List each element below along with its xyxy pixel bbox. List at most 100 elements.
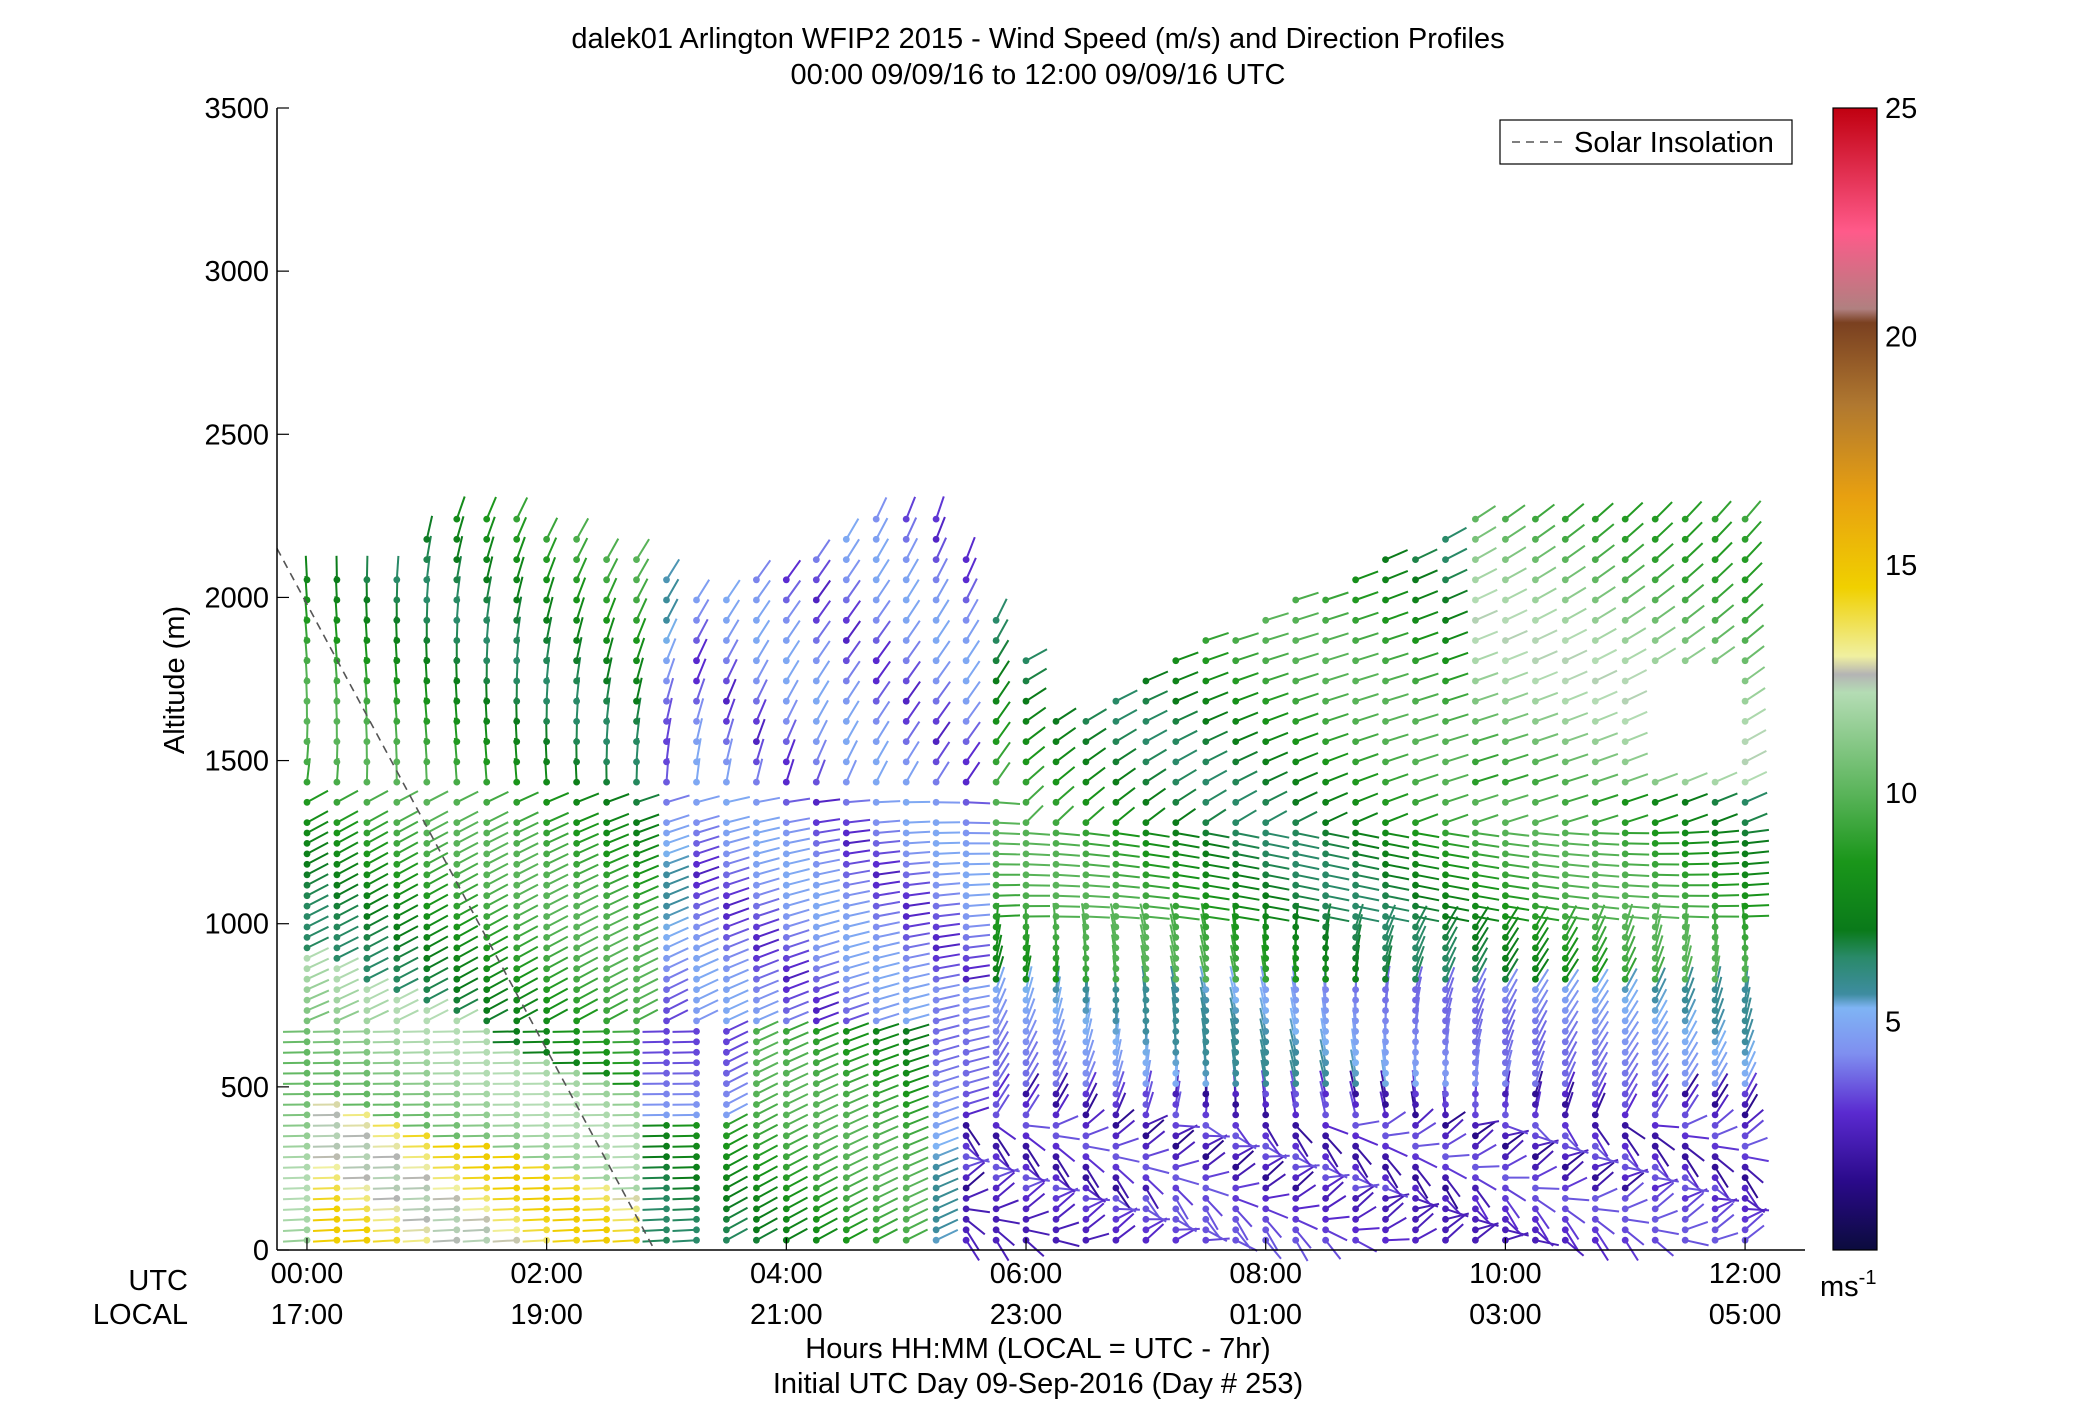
wind-barb <box>636 957 659 970</box>
wind-barb-point <box>753 913 760 920</box>
wind-barb <box>486 862 509 876</box>
wind-barb <box>1475 1218 1499 1227</box>
wind-barb-point <box>902 923 910 931</box>
wind-barb-point <box>1172 913 1180 920</box>
wind-barb <box>785 1021 809 1033</box>
wind-barb-point <box>393 829 401 837</box>
wind-barb-point <box>1532 986 1539 993</box>
wind-barb-point <box>1502 1184 1509 1192</box>
wind-barb <box>1505 733 1529 743</box>
wind-barb-point <box>393 913 401 920</box>
wind-barb-point <box>1202 1215 1210 1223</box>
wind-barb <box>1234 1218 1249 1241</box>
wind-barb <box>935 761 950 783</box>
wind-barb <box>1594 732 1619 743</box>
wind-barb <box>875 700 891 722</box>
wind-barb-point <box>1352 1038 1359 1046</box>
wind-barb <box>1654 1239 1675 1257</box>
wind-barb-point <box>1022 892 1030 900</box>
wind-barb <box>1504 1009 1517 1032</box>
wind-barb <box>402 1176 427 1180</box>
wind-barb-point <box>992 1111 1000 1119</box>
wind-barb <box>1475 609 1498 622</box>
wind-barb <box>1564 523 1586 541</box>
wind-barb <box>516 894 539 907</box>
wind-barb-point <box>1022 778 1030 786</box>
wind-barb-point <box>1172 1163 1180 1171</box>
wind-barb <box>1594 1229 1610 1251</box>
wind-barb-point <box>962 576 970 584</box>
wind-barb <box>1504 567 1527 581</box>
wind-barb-point <box>663 1069 670 1077</box>
wind-barb-point <box>603 902 610 910</box>
wind-barb <box>582 1207 607 1211</box>
wind-barb <box>1175 1187 1194 1206</box>
wind-barb <box>1115 709 1138 723</box>
wind-barb <box>845 1155 869 1168</box>
wind-barb <box>516 914 539 928</box>
wind-barb-point <box>1172 860 1180 868</box>
wind-barb-point <box>932 1059 940 1067</box>
wind-barb-point <box>962 954 970 962</box>
wind-barb-point <box>1591 1038 1599 1046</box>
wind-barb <box>1115 1137 1139 1148</box>
wind-barb-point <box>1382 697 1389 705</box>
wind-barb-point <box>782 718 790 725</box>
wind-barb <box>755 579 771 601</box>
wind-barb <box>1655 1176 1679 1183</box>
wind-barb <box>366 841 389 855</box>
wind-barb-point <box>1292 1236 1300 1244</box>
wind-barb-point <box>663 913 670 920</box>
wind-barb <box>756 867 780 876</box>
wind-barb <box>965 619 980 642</box>
wind-barb-point <box>1412 1163 1419 1171</box>
wind-barb <box>1204 1208 1219 1231</box>
wind-barb <box>306 1000 330 1012</box>
wind-barb <box>725 1061 749 1075</box>
wind-barb <box>1684 998 1697 1022</box>
wind-barb <box>1564 753 1589 763</box>
wind-barb-point <box>1322 596 1329 604</box>
wind-barb <box>582 1218 607 1222</box>
wind-barb <box>396 946 419 960</box>
wind-barb-point <box>992 1236 1000 1244</box>
wind-barb <box>636 936 659 949</box>
wind-barb <box>1385 863 1410 870</box>
wind-barb-point <box>1561 1122 1569 1129</box>
wind-barb-point <box>303 1205 311 1213</box>
wind-barb-point <box>1591 1059 1599 1067</box>
wind-barb-point <box>1052 1226 1060 1234</box>
wind-barb-point <box>453 556 461 563</box>
wind-barb <box>815 1227 838 1242</box>
wind-barb-point <box>1082 758 1090 766</box>
wind-barb <box>875 660 891 682</box>
wind-barb <box>612 1040 637 1044</box>
wind-barb-point <box>842 996 850 1004</box>
wind-barb <box>755 1196 778 1210</box>
wind-barb <box>1534 958 1550 980</box>
wind-barb <box>1595 873 1620 878</box>
wind-barb <box>522 1207 547 1211</box>
wind-barb <box>785 929 810 939</box>
wind-barb-point <box>483 1038 491 1046</box>
wind-barb <box>665 697 673 722</box>
wind-barb-point <box>992 850 1000 858</box>
wind-barb-point <box>693 881 700 889</box>
wind-barb-point <box>842 1080 850 1087</box>
wind-barb <box>965 1025 990 1033</box>
wind-barb <box>935 973 960 981</box>
wind-barb-point <box>1202 860 1210 868</box>
wind-barb <box>306 1010 330 1022</box>
wind-barb-point <box>1082 1215 1090 1223</box>
wind-barb <box>905 972 930 981</box>
wind-barb-point <box>543 944 550 952</box>
wind-barb-point <box>1292 616 1300 624</box>
wind-barb <box>995 1155 1015 1174</box>
wind-barb-point <box>423 596 431 604</box>
wind-barb <box>1594 1041 1609 1064</box>
wind-barb-point <box>723 697 730 705</box>
wind-barb <box>605 597 617 621</box>
wind-barb-point <box>1202 1163 1210 1171</box>
wind-barb-point <box>1082 1174 1090 1181</box>
wind-barb <box>1564 1176 1588 1189</box>
